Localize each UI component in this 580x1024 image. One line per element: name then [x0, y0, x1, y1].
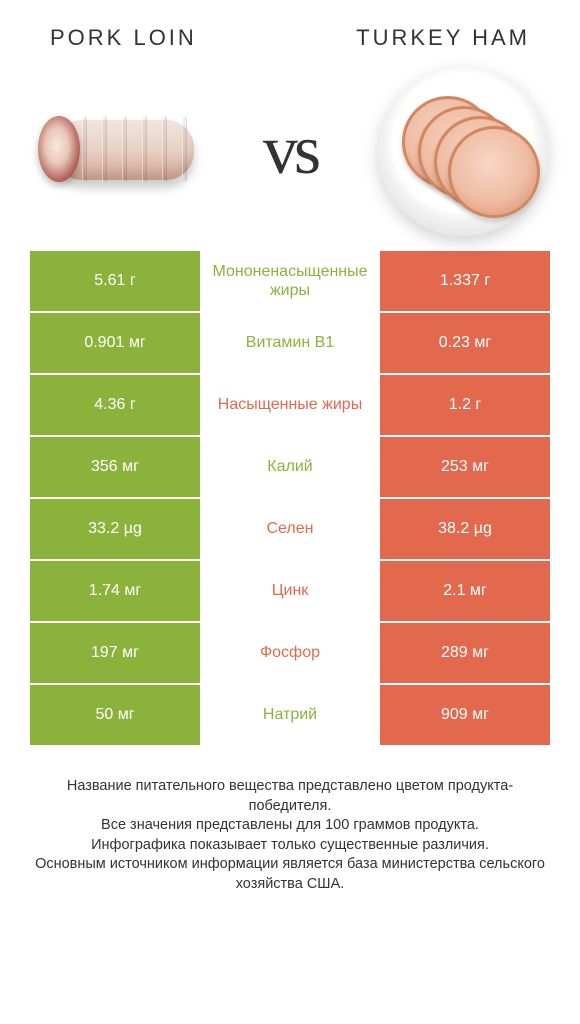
cell-right-value: 2.1 мг: [380, 561, 550, 621]
cell-nutrient-label: Мононенасыщенные жиры: [200, 251, 380, 311]
footnote-line: Инфографика показывает только существенн…: [30, 836, 550, 856]
cell-right-value: 909 мг: [380, 685, 550, 745]
cell-left-value: 5.61 г: [30, 251, 200, 311]
cell-nutrient-label: Калий: [200, 437, 380, 497]
cell-nutrient-label: Насыщенные жиры: [200, 375, 380, 435]
table-row: 197 мгФосфор289 мг: [30, 623, 550, 683]
header: Pork loin Turkey ham: [0, 0, 580, 61]
footnote-line: Основным источником информации является …: [30, 855, 550, 894]
table-row: 356 мгКалий253 мг: [30, 437, 550, 497]
images-row: vs: [0, 61, 580, 251]
table-row: 50 мгНатрий909 мг: [30, 685, 550, 745]
cell-right-value: 1.337 г: [380, 251, 550, 311]
cell-nutrient-label: Натрий: [200, 685, 380, 745]
cell-right-value: 38.2 µg: [380, 499, 550, 559]
title-left: Pork loin: [50, 25, 197, 51]
cell-left-value: 4.36 г: [30, 375, 200, 435]
table-row: 1.74 мгЦинк2.1 мг: [30, 561, 550, 621]
cell-nutrient-label: Цинк: [200, 561, 380, 621]
footnote-line: Все значения представлены для 100 граммо…: [30, 816, 550, 836]
turkey-ham-image: [375, 71, 550, 231]
cell-nutrient-label: Селен: [200, 499, 380, 559]
cell-left-value: 50 мг: [30, 685, 200, 745]
table-row: 0.901 мгВитамин B10.23 мг: [30, 313, 550, 373]
cell-right-value: 253 мг: [380, 437, 550, 497]
footnote-text: Название питательного вещества представл…: [0, 747, 580, 894]
cell-nutrient-label: Фосфор: [200, 623, 380, 683]
comparison-table: 5.61 гМононенасыщенные жиры1.337 г0.901 …: [0, 251, 580, 745]
cell-right-value: 0.23 мг: [380, 313, 550, 373]
cell-left-value: 33.2 µg: [30, 499, 200, 559]
table-row: 33.2 µgСелен38.2 µg: [30, 499, 550, 559]
pork-loin-image: [30, 71, 205, 231]
cell-left-value: 1.74 мг: [30, 561, 200, 621]
table-row: 5.61 гМононенасыщенные жиры1.337 г: [30, 251, 550, 311]
vs-label: vs: [263, 111, 317, 191]
cell-left-value: 356 мг: [30, 437, 200, 497]
cell-right-value: 289 мг: [380, 623, 550, 683]
cell-left-value: 0.901 мг: [30, 313, 200, 373]
cell-right-value: 1.2 г: [380, 375, 550, 435]
table-row: 4.36 гНасыщенные жиры1.2 г: [30, 375, 550, 435]
title-right: Turkey ham: [356, 25, 530, 51]
footnote-line: Название питательного вещества представл…: [30, 777, 550, 816]
cell-nutrient-label: Витамин B1: [200, 313, 380, 373]
cell-left-value: 197 мг: [30, 623, 200, 683]
